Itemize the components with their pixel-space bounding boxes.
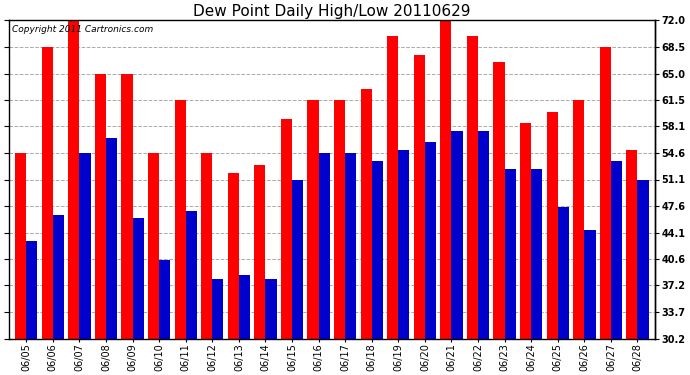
Bar xyxy=(558,207,569,339)
Bar xyxy=(79,153,90,339)
Bar xyxy=(600,47,611,339)
Bar xyxy=(478,131,489,339)
Bar xyxy=(68,20,79,339)
Bar xyxy=(387,36,398,339)
Bar xyxy=(520,123,531,339)
Bar xyxy=(531,169,542,339)
Bar xyxy=(266,279,277,339)
Bar xyxy=(319,153,330,339)
Bar xyxy=(504,169,516,339)
Bar xyxy=(638,180,649,339)
Bar xyxy=(361,89,372,339)
Bar xyxy=(451,131,462,339)
Bar xyxy=(345,153,356,339)
Bar xyxy=(398,150,409,339)
Bar xyxy=(121,74,132,339)
Bar xyxy=(106,138,117,339)
Bar xyxy=(41,47,53,339)
Bar xyxy=(440,20,451,339)
Bar xyxy=(573,100,584,339)
Bar xyxy=(148,153,159,339)
Bar xyxy=(175,100,186,339)
Bar xyxy=(53,214,64,339)
Bar xyxy=(425,142,436,339)
Bar xyxy=(334,100,345,339)
Bar xyxy=(372,161,383,339)
Bar xyxy=(493,62,504,339)
Bar xyxy=(281,119,292,339)
Bar xyxy=(611,161,622,339)
Bar xyxy=(255,165,266,339)
Bar xyxy=(228,172,239,339)
Bar xyxy=(213,279,224,339)
Bar xyxy=(26,241,37,339)
Bar xyxy=(239,276,250,339)
Bar xyxy=(159,260,170,339)
Title: Dew Point Daily High/Low 20110629: Dew Point Daily High/Low 20110629 xyxy=(193,4,471,19)
Bar xyxy=(584,230,595,339)
Bar xyxy=(15,153,26,339)
Bar xyxy=(467,36,478,339)
Bar xyxy=(95,74,106,339)
Bar xyxy=(292,180,303,339)
Bar xyxy=(546,112,558,339)
Bar xyxy=(308,100,319,339)
Bar xyxy=(627,150,638,339)
Bar xyxy=(186,211,197,339)
Bar xyxy=(132,218,144,339)
Bar xyxy=(201,153,213,339)
Bar xyxy=(414,55,425,339)
Text: Copyright 2011 Cartronics.com: Copyright 2011 Cartronics.com xyxy=(12,25,153,34)
